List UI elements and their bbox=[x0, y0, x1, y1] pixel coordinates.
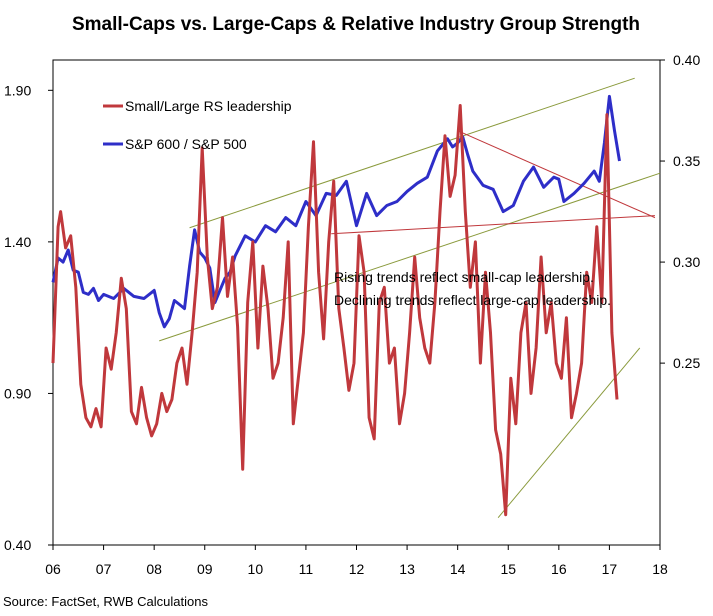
left-tick-label: 1.40 bbox=[4, 234, 31, 250]
x-tick-label: 17 bbox=[602, 561, 618, 577]
trendline bbox=[159, 172, 661, 342]
trendline bbox=[331, 215, 655, 235]
annotation-declining: Declining trends reflect large-cap leade… bbox=[334, 292, 611, 308]
sp600-sp500-line bbox=[51, 94, 621, 329]
x-tick-label: 09 bbox=[197, 561, 213, 577]
x-tick-label: 14 bbox=[450, 561, 466, 577]
x-tick-label: 15 bbox=[500, 561, 516, 577]
right-tick-label: 0.40 bbox=[673, 52, 700, 68]
source-note: Source: FactSet, RWB Calculations bbox=[3, 594, 208, 609]
annotation-rising: Rising trends reflect small-cap leadersh… bbox=[334, 269, 594, 285]
x-axis: 06 07 08 09 10 11 12 13 14 15 16 17 18 bbox=[45, 545, 668, 577]
x-tick-label: 07 bbox=[96, 561, 112, 577]
x-tick-label: 08 bbox=[146, 561, 162, 577]
trendline bbox=[189, 77, 635, 229]
x-tick-label: 11 bbox=[299, 561, 314, 577]
chart-title: Small-Caps vs. Large-Caps & Relative Ind… bbox=[72, 14, 640, 35]
right-tick-label: 0.30 bbox=[673, 254, 700, 270]
x-tick-label: 13 bbox=[399, 561, 415, 577]
trendlines bbox=[159, 77, 661, 519]
legend-label-ratio: S&P 600 / S&P 500 bbox=[125, 136, 247, 152]
right-tick-label: 0.35 bbox=[673, 153, 700, 169]
x-tick-label: 10 bbox=[248, 561, 264, 577]
left-y-axis: 1.90 1.40 0.90 0.40 bbox=[4, 82, 53, 553]
left-tick-label: 0.40 bbox=[4, 537, 31, 553]
legend: Small/Large RS leadership S&P 600 / S&P … bbox=[103, 98, 292, 152]
left-tick-label: 0.90 bbox=[4, 385, 31, 401]
x-tick-label: 12 bbox=[349, 561, 365, 577]
series-lines bbox=[51, 94, 621, 517]
trendline bbox=[457, 130, 656, 219]
x-tick-label: 06 bbox=[45, 561, 61, 577]
right-tick-label: 0.25 bbox=[673, 355, 700, 371]
x-tick-label: 18 bbox=[652, 561, 668, 577]
legend-label-rs: Small/Large RS leadership bbox=[125, 98, 292, 114]
right-y-axis: 0.40 0.35 0.30 0.25 bbox=[660, 52, 700, 371]
left-tick-label: 1.90 bbox=[4, 82, 31, 98]
x-tick-label: 16 bbox=[551, 561, 567, 577]
rs-leadership-line bbox=[51, 104, 619, 517]
